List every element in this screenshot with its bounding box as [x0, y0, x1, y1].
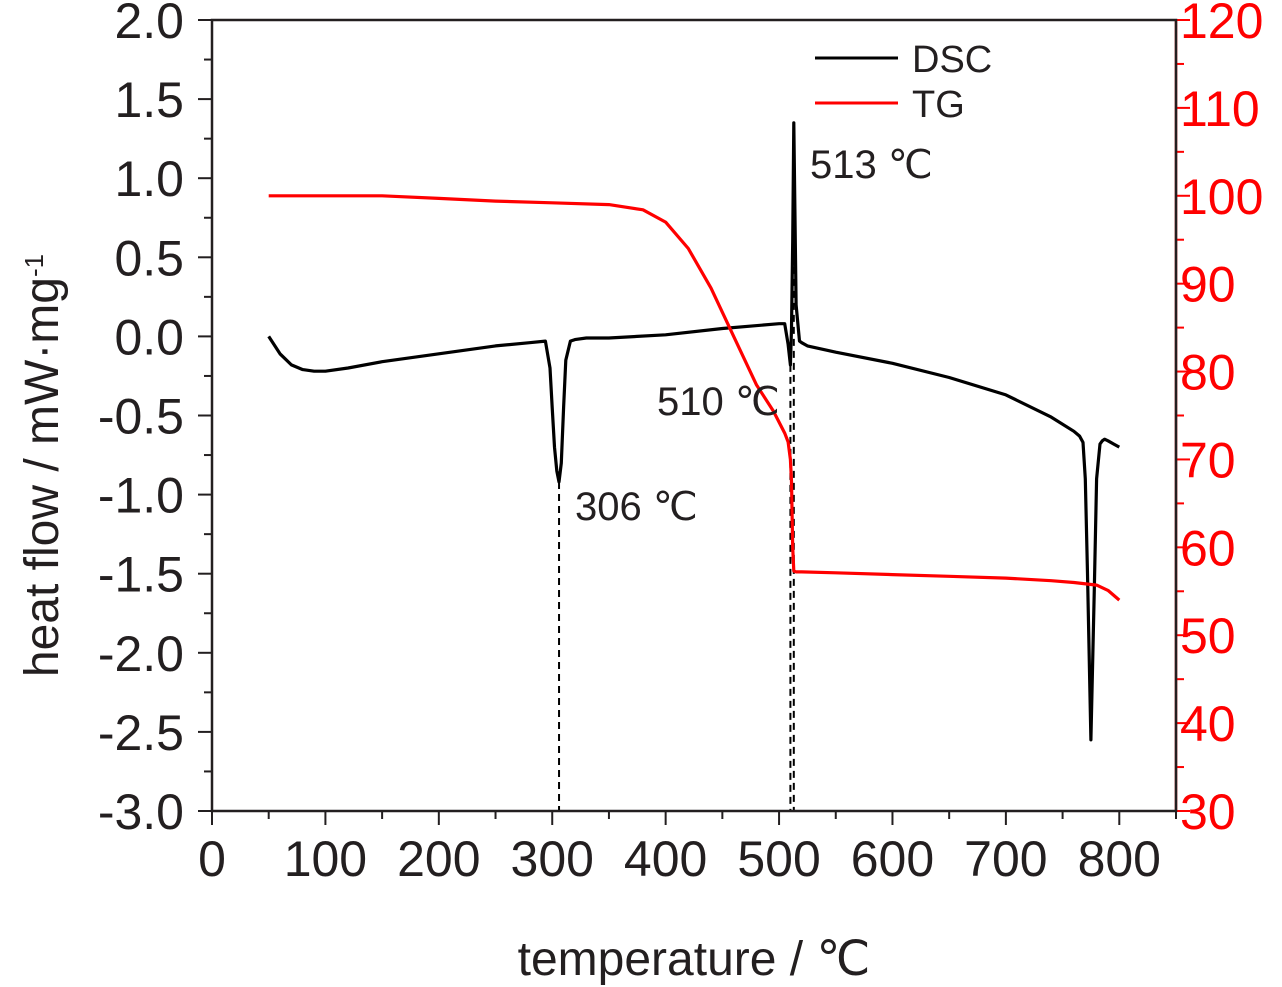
x-tick-label: 800 [1078, 831, 1161, 887]
y-right-tick-label: 30 [1180, 784, 1236, 840]
tick-labels: 0 100 200 300 400 500 600 700 800 2.0 1.5 1.0 0.5 0.0… [98, 0, 1264, 887]
y-left-tick-label: -2.0 [98, 626, 184, 682]
legend-label-dsc: DSC [912, 39, 992, 81]
y-left-tick-label: 1.0 [114, 151, 184, 207]
series-layer [267, 121, 1121, 742]
x-tick-label: 100 [284, 831, 367, 887]
y-right-tick-label: 100 [1180, 169, 1263, 225]
x-tick-label: 200 [397, 831, 480, 887]
y-left-tick-label: 2.0 [114, 0, 184, 49]
annotation-306: 306 ℃ [575, 485, 698, 529]
y-right-tick-label: 40 [1180, 696, 1236, 752]
y-left-tick-label: -2.5 [98, 705, 184, 761]
y-right-tick-label: 120 [1180, 0, 1263, 49]
series-dsc-line [267, 121, 1121, 742]
y-right-tick-label: 110 [1180, 81, 1260, 137]
legend: DSC TG [815, 39, 992, 126]
y-right-tick-label: 90 [1180, 257, 1236, 313]
series-tg-line [268, 194, 1121, 602]
y-left-tick-label: -3.0 [98, 784, 184, 840]
legend-label-tg: TG [912, 84, 965, 126]
x-tick-label: 400 [624, 831, 707, 887]
x-tick-label: 0 [198, 831, 226, 887]
y-right-tick-label: 80 [1180, 345, 1236, 401]
annotations: 306 ℃ 510 ℃ 513 ℃ [575, 143, 933, 529]
y-axis-title-superscript: -1 [19, 254, 49, 277]
annotation-510: 510 ℃ [657, 380, 780, 424]
y-left-tick-label: -0.5 [98, 389, 184, 445]
y-axis-title: heat flow / mW·mg-1 [16, 254, 69, 677]
y-left-tick-label: 0.0 [114, 309, 184, 365]
y-right-tick-label: 70 [1180, 432, 1236, 488]
y-right-tick-label: 60 [1180, 520, 1236, 576]
x-tick-label: 600 [851, 831, 934, 887]
x-tick-label: 300 [511, 831, 594, 887]
y-left-tick-label: 1.5 [114, 72, 184, 128]
x-tick-label: 500 [737, 831, 820, 887]
y-left-tick-label: -1.0 [98, 468, 184, 524]
annotation-513: 513 ℃ [810, 143, 933, 187]
y-left-tick-label: -1.5 [98, 547, 184, 603]
x-axis-title: temperature / ℃ [518, 933, 871, 986]
y-right-tick-label: 50 [1180, 608, 1236, 664]
x-tick-label: 700 [964, 831, 1047, 887]
y-left-tick-label: 0.5 [114, 230, 184, 286]
plot-frame [210, 18, 1178, 813]
reference-lines [558, 122, 795, 811]
y-axis-title-main: heat flow / mW·mg [16, 277, 69, 677]
